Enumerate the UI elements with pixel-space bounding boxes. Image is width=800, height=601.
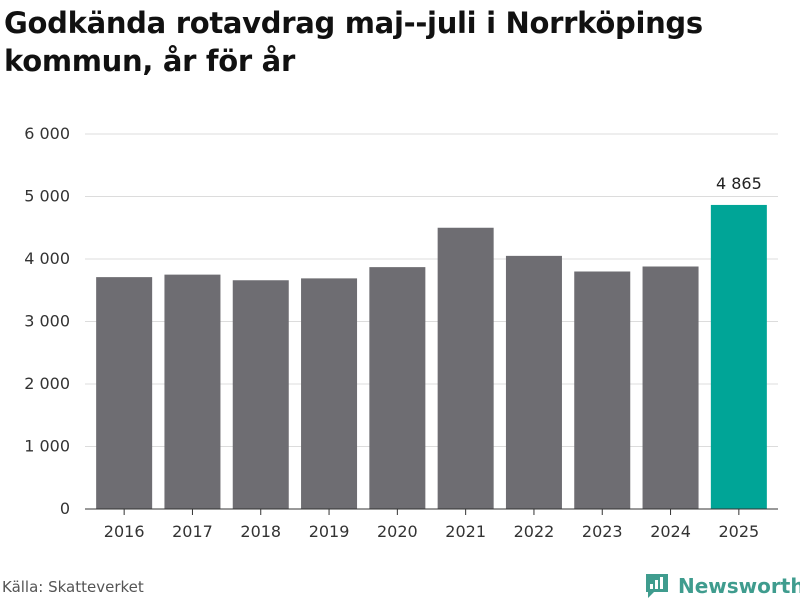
bar-2019 (301, 278, 358, 509)
x-tick-label: 2024 (650, 522, 691, 541)
newsworthy-logo-icon (646, 574, 668, 598)
bar-2023 (574, 271, 631, 509)
brand-logo: Newsworthy (644, 571, 800, 601)
bar-2017 (164, 274, 221, 509)
source-note: Källa: Skatteverket (2, 578, 144, 596)
data-label: 4 865 (716, 174, 762, 193)
x-tick-label: 2017 (172, 522, 213, 541)
y-tick-label: 3 000 (24, 312, 70, 331)
x-tick-label: 2018 (240, 522, 281, 541)
brand-name: Newsworthy (678, 574, 800, 598)
x-tick-label: 2020 (377, 522, 418, 541)
x-tick-label: 2021 (445, 522, 486, 541)
bar-2021 (437, 227, 494, 509)
chart-title: Godkända rotavdrag maj--juli i Norrköpin… (4, 6, 703, 78)
bar-2018 (232, 280, 289, 509)
y-tick-label: 5 000 (24, 187, 70, 206)
y-tick-label: 2 000 (24, 374, 70, 393)
y-tick-label: 4 000 (24, 249, 70, 268)
bar-2024 (642, 266, 699, 509)
x-tick-label: 2019 (309, 522, 350, 541)
x-tick-label: 2022 (514, 522, 555, 541)
bar-2020 (369, 267, 426, 509)
bar-2022 (505, 255, 562, 509)
y-tick-label: 0 (60, 499, 70, 518)
y-tick-label: 1 000 (24, 437, 70, 456)
y-tick-label: 6 000 (24, 124, 70, 143)
bar-2016 (96, 277, 153, 509)
x-tick-label: 2025 (718, 522, 759, 541)
bar-2025 (710, 204, 767, 509)
x-tick-label: 2016 (104, 522, 145, 541)
x-tick-label: 2023 (582, 522, 623, 541)
